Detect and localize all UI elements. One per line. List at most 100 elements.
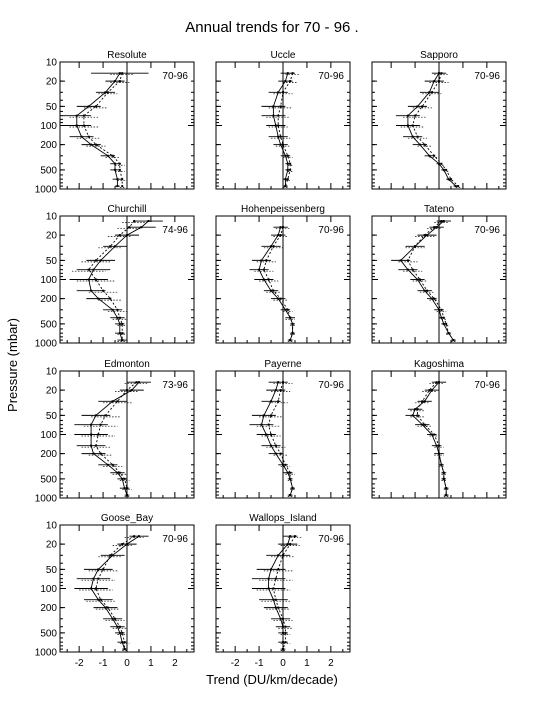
data-point-trend: [418, 143, 421, 146]
data-point-trend-alt: [109, 297, 112, 300]
data-point-trend-alt: [289, 339, 292, 342]
data-point-trend-alt: [423, 143, 426, 146]
data-point-trend-alt: [433, 226, 436, 229]
data-point-trend-alt: [282, 648, 284, 651]
data-point-trend-alt: [416, 408, 419, 411]
data-point-trend: [97, 598, 100, 601]
data-point-trend-alt: [123, 477, 126, 480]
data-point-trend-alt: [116, 400, 119, 403]
data-point-trend-alt: [291, 332, 294, 335]
y-tick-label: 1000: [35, 185, 58, 196]
data-point-trend: [289, 535, 292, 538]
data-point-trend-alt: [440, 220, 443, 223]
data-point-trend-alt: [284, 625, 287, 628]
data-point-trend: [277, 135, 280, 138]
data-point-trend: [423, 289, 426, 292]
y-tick-label: 10: [46, 367, 58, 378]
data-point-trend-alt: [423, 234, 426, 237]
data-point-trend: [94, 414, 97, 417]
data-point-trend: [116, 178, 119, 181]
period-label: 70-96: [318, 534, 344, 545]
data-point-trend-alt: [121, 631, 124, 634]
data-point-trend-alt: [277, 114, 280, 117]
data-point-trend: [440, 316, 443, 319]
panel-title: Tateno: [424, 204, 454, 215]
data-point-trend-alt: [118, 168, 121, 171]
data-point-trend: [116, 185, 119, 188]
data-point-trend-alt: [282, 381, 284, 384]
data-point-trend-alt: [442, 471, 445, 474]
data-point-trend-alt: [440, 72, 443, 75]
data-point-trend-alt: [282, 554, 284, 557]
data-point-trend: [92, 452, 95, 455]
data-point-trend-alt: [87, 135, 90, 138]
data-point-trend-alt: [279, 389, 282, 392]
data-point-trend-alt: [267, 278, 270, 281]
data-point-trend: [267, 577, 270, 580]
data-point-trend-alt: [123, 641, 126, 644]
data-point-trend: [258, 268, 261, 271]
series-line-trend: [261, 382, 294, 496]
data-point-trend: [411, 414, 414, 417]
data-point-trend: [137, 535, 140, 538]
data-point-trend: [426, 234, 429, 237]
data-point-trend-alt: [414, 114, 417, 117]
data-point-trend: [97, 297, 100, 300]
period-label: 70-96: [318, 225, 344, 236]
data-point-trend-alt: [286, 178, 289, 181]
data-point-trend-alt: [406, 259, 409, 262]
data-point-trend: [111, 617, 114, 620]
data-point-trend: [90, 143, 93, 146]
data-point-trend-alt: [277, 606, 280, 609]
data-point-trend: [279, 226, 282, 229]
data-point-trend-alt: [284, 641, 287, 644]
data-point-trend: [430, 297, 433, 300]
data-point-trend-alt: [289, 494, 292, 497]
data-point-trend-alt: [279, 234, 282, 237]
data-point-trend-alt: [279, 105, 282, 108]
data-point-trend: [114, 162, 117, 165]
data-point-trend: [270, 289, 273, 292]
data-point-trend-alt: [121, 185, 124, 188]
data-point-trend-alt: [99, 598, 102, 601]
y-tick-label: 10: [46, 212, 58, 223]
data-point-trend-alt: [118, 471, 121, 474]
y-tick-label: 50: [46, 411, 58, 422]
panel-edmonton: Edmonton 73-96 10 20 50 100 200 500 1000: [35, 359, 195, 505]
data-point-trend-alt: [438, 80, 440, 83]
data-point-trend-alt: [121, 543, 124, 546]
data-point-trend: [116, 471, 119, 474]
panel-payerne: Payerne 70-96: [215, 359, 351, 499]
y-tick-label: 10: [46, 521, 58, 532]
data-point-trend: [438, 162, 440, 165]
y-tick-label: 1000: [35, 339, 58, 350]
data-point-trend: [277, 91, 280, 94]
series-line-trend: [258, 227, 294, 341]
data-point-trend: [447, 178, 450, 181]
data-point-trend: [118, 631, 121, 634]
data-point-trend-alt: [114, 617, 117, 620]
y-tick-label: 200: [40, 294, 57, 305]
y-tick-label: 50: [46, 256, 58, 267]
data-point-trend-alt: [272, 587, 275, 590]
data-point-trend-alt: [442, 477, 445, 480]
y-tick-label: 1000: [35, 494, 58, 505]
data-point-trend: [284, 178, 287, 181]
data-point-trend-alt: [270, 414, 273, 417]
data-point-trend-alt: [440, 463, 443, 466]
data-point-trend-alt: [262, 268, 265, 271]
data-point-trend: [130, 389, 133, 392]
data-point-trend: [438, 72, 440, 75]
panel-title: Goose_Bay: [101, 513, 153, 524]
data-point-trend-alt: [279, 452, 282, 455]
data-point-trend-alt: [99, 423, 102, 426]
period-label: 70-96: [474, 225, 500, 236]
data-point-trend-alt: [438, 452, 440, 455]
series-line-trend: [272, 73, 289, 187]
data-point-trend: [284, 308, 287, 311]
series-line-trend: [90, 535, 140, 650]
data-point-trend: [282, 631, 284, 634]
data-point-trend-alt: [418, 278, 421, 281]
data-point-trend: [104, 91, 107, 94]
x-tick-label: 0: [124, 658, 130, 669]
